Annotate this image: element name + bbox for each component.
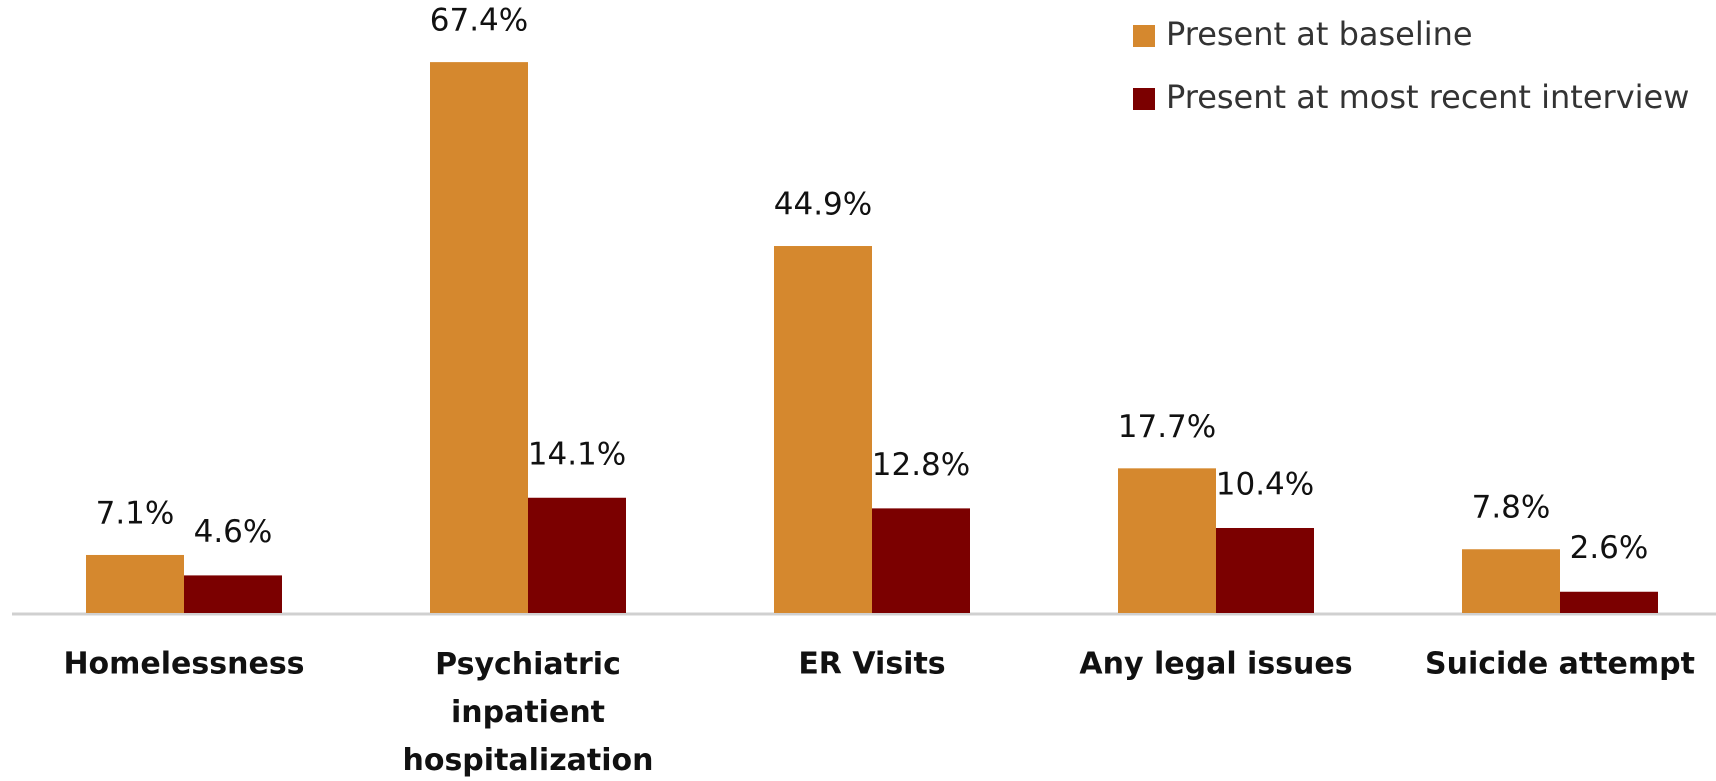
bar — [430, 62, 528, 614]
value-label: 14.1% — [528, 436, 626, 472]
x-tick-label: Psychiatric inpatient hospitalization — [402, 647, 653, 778]
value-label: 7.8% — [1472, 490, 1551, 526]
bar — [1462, 549, 1560, 613]
x-tick-label: Homelessness — [63, 647, 304, 682]
bar — [184, 575, 282, 613]
bar — [774, 246, 872, 613]
value-label: 44.9% — [774, 187, 872, 223]
legend-label: Present at most recent interview — [1166, 78, 1689, 116]
bar — [86, 554, 184, 613]
bar — [1216, 527, 1314, 613]
legend-swatch — [1133, 88, 1155, 110]
value-label: 4.6% — [194, 514, 273, 550]
value-label: 67.4% — [430, 3, 528, 39]
bar — [1560, 591, 1658, 613]
bar — [1118, 468, 1216, 613]
x-tick-label: ER Visits — [798, 647, 945, 682]
value-label: 10.4% — [1216, 466, 1314, 502]
value-label: 12.8% — [872, 447, 970, 483]
legend-label: Present at baseline — [1166, 15, 1473, 53]
bar — [528, 497, 626, 613]
value-label: 7.1% — [96, 495, 175, 531]
x-tick-label: Suicide attempt — [1425, 647, 1695, 682]
x-tick-label: Any legal issues — [1079, 647, 1352, 682]
bar — [872, 508, 970, 613]
value-label: 2.6% — [1570, 530, 1649, 566]
legend-swatch — [1133, 25, 1155, 47]
value-label: 17.7% — [1118, 409, 1216, 445]
